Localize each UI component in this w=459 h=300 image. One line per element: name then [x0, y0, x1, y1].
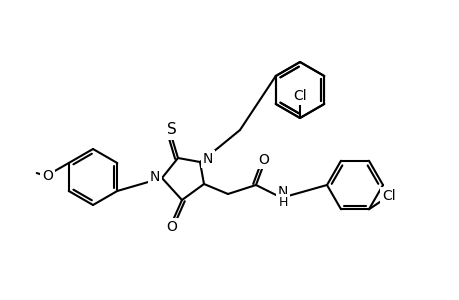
Text: S: S — [167, 122, 177, 137]
Text: H: H — [278, 196, 287, 209]
Text: Cl: Cl — [292, 89, 306, 103]
Text: O: O — [42, 169, 53, 183]
Text: Cl: Cl — [381, 189, 395, 203]
Text: O: O — [258, 153, 269, 167]
Text: O: O — [166, 220, 177, 234]
Text: N: N — [277, 185, 287, 199]
Text: N: N — [150, 170, 160, 184]
Text: N: N — [202, 152, 213, 166]
